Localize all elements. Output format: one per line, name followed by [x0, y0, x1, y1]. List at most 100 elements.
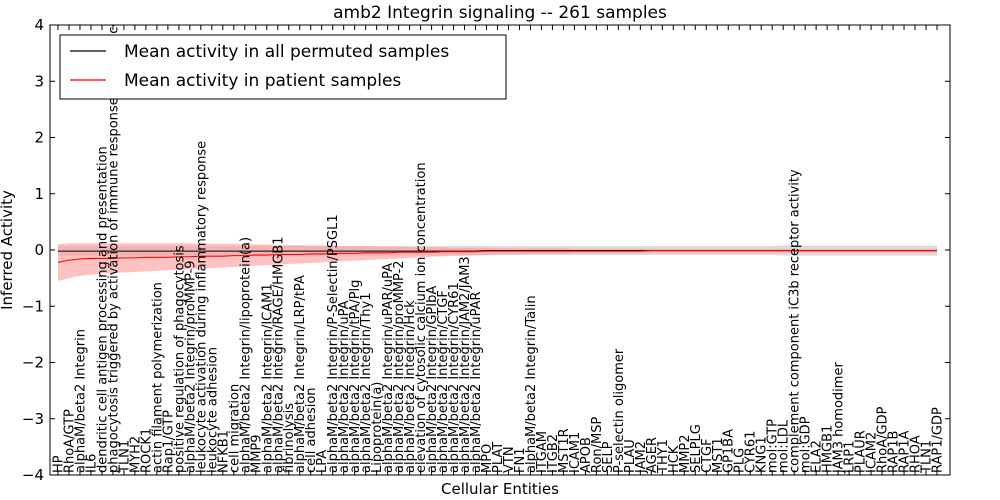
x-tick-label: elevation of cytosolic calcium ion conce… — [414, 162, 429, 473]
x-tick-label: MPO — [480, 444, 495, 473]
x-tick-label: positive regulation of phagocytosis — [172, 245, 187, 473]
x-tick-label: MYH2 — [128, 436, 143, 473]
x-tick-label: SELP — [601, 441, 616, 473]
x-tick-label: mol:GDP — [799, 416, 814, 473]
legend: Mean activity in all permuted samples Me… — [59, 34, 507, 100]
x-tick-label: ICAM1 — [568, 432, 583, 473]
x-tick-label: PLAU — [623, 439, 638, 473]
x-tick-label: alphaM/beta2 Integrin/RAGE/HMGB1 — [271, 237, 286, 473]
x-tick-label: HCK — [667, 445, 682, 473]
x-tick-label: HMGB1 — [821, 425, 836, 473]
x-tick-label: leukocyte activation during inflammatory… — [194, 141, 209, 473]
x-tick-label: Ron/MSP — [590, 417, 605, 473]
x-tick-label: alphaM/beta2 Integrin/JAM2/JAM3 — [458, 256, 473, 473]
x-tick-label: alphaM/beta2 Integrin/proMMP-2 — [392, 260, 407, 473]
x-tick-label: LRP1 — [843, 441, 858, 473]
x-tick-label: cell adhesion — [304, 387, 319, 473]
x-tick-label: alphaM/beta2 Integrin/uPA — [337, 300, 352, 473]
x-tick-label: ELA2 — [810, 440, 825, 473]
y-tick-label: −4 — [22, 466, 44, 484]
x-tick-label: MMP9 — [249, 434, 264, 473]
x-tick-label: RAP1A — [898, 430, 913, 473]
x-tick-label: alphaM/beta2 Integrin/tPA/Plg — [348, 280, 363, 473]
x-tick-label: MST1R — [557, 428, 572, 473]
series-line-patient — [57, 250, 937, 263]
x-axis-ticks — [57, 25, 938, 475]
y-tick-label: 2 — [34, 129, 44, 147]
y-axis-label: Inferred Activity — [0, 190, 16, 310]
x-tick-label: CYR61 — [744, 431, 759, 473]
x-tick-label: THY1 — [656, 439, 671, 474]
series-lines — [57, 250, 937, 263]
x-tick-label: Lipoprotein(a) — [370, 382, 385, 473]
y-tick-label: −2 — [22, 354, 44, 372]
x-tick-label: KNG1 — [755, 436, 770, 473]
x-tick-label: alphaM/beta2 Integrin/uPAR/uPA — [381, 263, 396, 473]
x-tick-label: TLN1 — [117, 440, 132, 474]
x-tick-label: alphaM/beta2 Integrin/Thy1 — [359, 293, 374, 474]
x-tick-label: mol:GTP — [766, 419, 781, 473]
y-tick-label: −3 — [22, 410, 44, 428]
legend-box — [59, 34, 507, 100]
x-tick-label: ROCK1 — [139, 428, 154, 473]
x-tick-label: JAM3 homodimer — [832, 362, 847, 474]
y-tick-label: 0 — [34, 241, 44, 259]
x-tick-label: alphaM/beta2 Integrin/Talin — [524, 295, 539, 473]
x-tick-label: JAM2 — [634, 441, 649, 474]
x-tick-label: mol:LDL — [777, 419, 792, 473]
x-tick-label: IL6 — [84, 454, 99, 473]
x-tick-label: P-selectin oligomer — [612, 348, 627, 473]
y-tick-label: −1 — [22, 297, 44, 315]
x-tick-label: RAP1B — [887, 431, 902, 473]
x-tick-label: complement component iC3b receptor activ… — [788, 169, 803, 473]
x-tick-label: CTGF — [700, 438, 715, 473]
y-tick-label: 1 — [34, 185, 44, 203]
x-tick-label: alphaM/beta2 Integrin/ICAM1 — [260, 283, 275, 473]
legend-label-patient: Mean activity in patient samples — [124, 71, 401, 91]
x-tick-label: alphaM/beta2 Integrin/proMMP-9 — [183, 260, 198, 473]
x-tick-label: alphaM/beta2 Integrin/uPAR — [469, 291, 484, 473]
x-tick-label: PLAUR — [854, 430, 869, 473]
x-tick-label: RAP1/GDP — [931, 407, 946, 473]
y-axis-ticks: 4 3 2 1 0 −1 −2 −3 −4 — [22, 16, 950, 484]
x-tick-label: cell migration — [227, 384, 242, 473]
x-tick-label: ITGAM — [535, 431, 550, 473]
confidence-band-patient — [58, 243, 937, 281]
x-tick-label: MMP2 — [678, 434, 693, 473]
x-axis-label: Cellular Entities — [441, 480, 559, 498]
x-tick-label: alphaM/beta2 Integrin — [73, 329, 88, 473]
y-tick-label: 3 — [34, 72, 44, 90]
x-tick-label: ITGB2 — [546, 434, 561, 473]
x-tick-label: LPA — [315, 450, 330, 473]
x-tick-label: actin filament polymerization — [150, 282, 165, 473]
x-tick-label: alphaM/beta2 Integrin/P-Selectin/PSGL1 — [326, 214, 341, 473]
x-tick-label: RhoA/GTP — [62, 409, 77, 473]
x-tick-label: fibrinolysis — [282, 403, 297, 473]
plot-frame — [49, 24, 951, 476]
x-tick-label: alphaM/beta2 Integrin/Hck — [403, 300, 418, 473]
x-tick-label: GP1BA — [722, 429, 737, 473]
x-tick-label: alphaM/beta2 Integrin/GPIbA — [425, 286, 440, 473]
x-tick-label: alphaM/beta2 Integrin/LRP/tPA — [293, 275, 308, 473]
x-tick-label: NFKB1 — [216, 430, 231, 473]
x-tick-label: VTN — [502, 446, 517, 473]
x-tick-label: TLN1 — [920, 440, 935, 474]
x-tick-label: RhoA/GDP — [876, 406, 891, 473]
x-tick-label: dendritic cell antigen processing and pr… — [95, 146, 110, 473]
x-tick-label: FN1 — [513, 448, 528, 473]
x-tick-label: RHOA — [909, 435, 924, 473]
x-tick-label: alphaM/beta2 Integrin/lipoprotein(a) — [238, 237, 253, 473]
x-tick-label: AGER — [645, 437, 660, 473]
x-tick-label: PLAT — [491, 442, 506, 473]
x-tick-label: alphaM/beta2 Integrin/CYR61 — [447, 282, 462, 473]
x-tick-label: SELPLG — [689, 424, 704, 473]
x-tick-label: phagocytosis triggered by activation of … — [106, 0, 121, 473]
x-tick-label: Rap1/GTP — [161, 410, 176, 473]
x-tick-label: ICAM2 — [865, 432, 880, 473]
x-tick-label: MST1 — [711, 437, 726, 473]
x-tick-label: alphaM/beta2 Integrin/CTGF — [436, 290, 451, 473]
legend-label-permuted: Mean activity in all permuted samples — [124, 42, 449, 62]
